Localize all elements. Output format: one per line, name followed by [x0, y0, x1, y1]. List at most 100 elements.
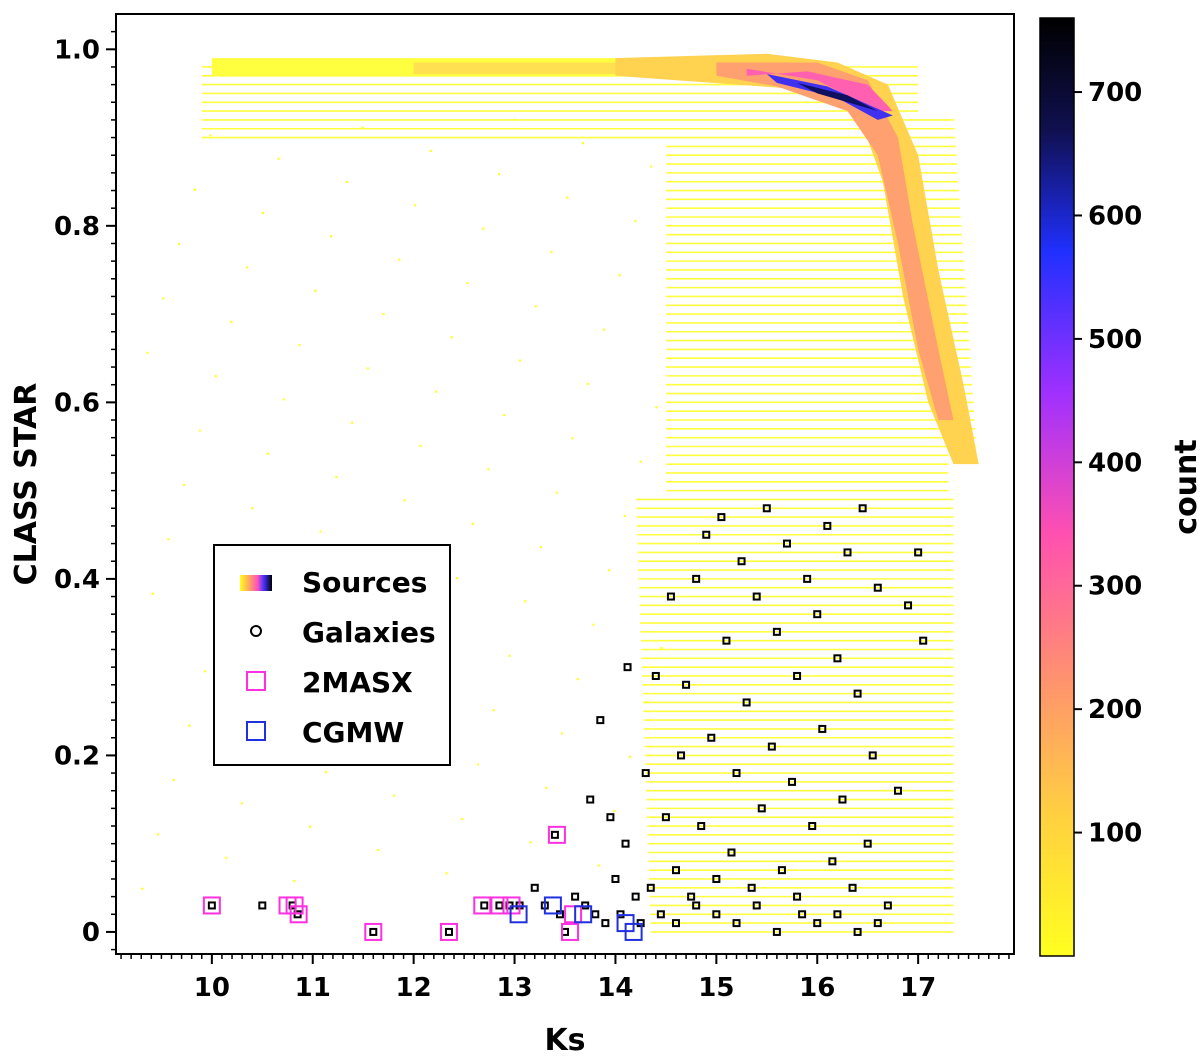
- galaxy-point: [606, 813, 615, 822]
- galaxy-point: [863, 839, 872, 848]
- galaxy-point: [586, 795, 595, 804]
- legend-twomasx-marker: [246, 671, 266, 691]
- galaxy-point: [621, 839, 630, 848]
- source-density-dot: [209, 134, 212, 137]
- source-band-peak: [766, 74, 893, 120]
- galaxy-point: [813, 919, 822, 928]
- galaxy-point: [752, 901, 761, 910]
- galaxy-point: [707, 733, 716, 742]
- galaxy-point: [687, 892, 696, 901]
- source-density-dot: [639, 460, 642, 463]
- y-axis-label: CLASS STAR: [9, 383, 44, 586]
- source-density-dot: [513, 118, 516, 121]
- galaxy-point: [798, 910, 807, 919]
- galaxy-point: [772, 627, 781, 636]
- source-density-dot: [230, 320, 233, 323]
- source-density-dot: [550, 250, 553, 253]
- source-density-dot: [156, 833, 159, 836]
- galaxy-point: [682, 680, 691, 689]
- y-tick-label: 0.8: [54, 212, 100, 242]
- x-axis: 10 11 12 13 14 15 16 17: [120, 954, 1010, 1003]
- colorbar-ticks: 100 200 300 400 500 600 700: [1074, 78, 1142, 849]
- source-density-dot: [529, 841, 532, 844]
- source-density-dot: [597, 864, 600, 867]
- source-density-dot: [450, 336, 453, 339]
- galaxy-point: [762, 504, 771, 513]
- galaxy-point: [623, 663, 632, 672]
- galaxy-point: [444, 927, 453, 936]
- source-density-dot: [650, 165, 653, 168]
- legend-galaxies-marker: [250, 625, 262, 637]
- galaxy-point: [818, 724, 827, 733]
- twomasx-point: [564, 905, 583, 924]
- galaxy-point: [207, 901, 216, 910]
- galaxy-point: [853, 689, 862, 698]
- source-density-dot: [193, 188, 196, 191]
- source-density-dot: [309, 825, 312, 828]
- source-density-dot: [267, 452, 270, 455]
- source-density-dot: [644, 701, 647, 704]
- source-density-dot: [246, 266, 249, 269]
- galaxy-point: [661, 813, 670, 822]
- galaxy-point: [480, 901, 489, 910]
- source-density-dot: [382, 313, 385, 316]
- galaxy-point: [656, 910, 665, 919]
- galaxy-point: [904, 601, 913, 610]
- galaxy-point: [782, 539, 791, 548]
- galaxy-point: [631, 892, 640, 901]
- colorbar-tick-label: 100: [1088, 819, 1142, 849]
- source-density-dot: [429, 149, 432, 152]
- source-density-dot: [524, 600, 527, 603]
- galaxy-point: [914, 548, 923, 557]
- source-density-dot: [403, 499, 406, 502]
- source-density-dot: [576, 678, 579, 681]
- twomasx-points: [202, 825, 583, 941]
- galaxy-point: [671, 866, 680, 875]
- source-density-dot: [345, 180, 348, 183]
- x-tick-label: 11: [295, 973, 331, 1003]
- twomasx-point: [547, 825, 566, 844]
- galaxy-point: [838, 795, 847, 804]
- source-density-dot: [293, 880, 296, 883]
- legend-galaxies-label: Galaxies: [302, 616, 436, 649]
- source-density-dot: [188, 724, 191, 727]
- legend: Sources Galaxies 2MASX CGMW: [213, 544, 451, 766]
- twomasx-point: [561, 922, 580, 941]
- x-tick-label: 15: [698, 973, 734, 1003]
- galaxy-point: [591, 910, 600, 919]
- galaxy-point: [742, 698, 751, 707]
- galaxy-point: [873, 583, 882, 592]
- galaxy-point: [495, 901, 504, 910]
- legend-cgmw-marker: [246, 721, 266, 741]
- source-density-dot: [592, 623, 595, 626]
- source-density-dot: [634, 219, 637, 222]
- galaxy-point: [767, 742, 776, 751]
- source-density-dot: [629, 755, 632, 758]
- legend-sources-label: Sources: [302, 566, 427, 599]
- legend-cgmw-label: CGMW: [302, 716, 404, 749]
- galaxy-point: [550, 830, 559, 839]
- source-density-dot: [393, 794, 396, 797]
- source-density-dot: [466, 281, 469, 284]
- x-axis-label: Ks: [544, 1023, 585, 1058]
- cgmw-points: [509, 896, 643, 941]
- x-tick-label: 12: [396, 973, 432, 1003]
- source-density-dot: [277, 157, 280, 160]
- twomasx-point: [473, 896, 492, 915]
- y-tick-label: 0.2: [54, 741, 100, 771]
- source-density-dot: [492, 709, 495, 712]
- colorbar-tick-label: 600: [1088, 201, 1142, 231]
- source-density-dot: [560, 732, 563, 735]
- galaxy-point: [651, 671, 660, 680]
- source-density-dot: [613, 810, 616, 813]
- source-density-dot: [172, 779, 175, 782]
- galaxy-point: [883, 901, 892, 910]
- y-tick-label: 0.6: [54, 388, 100, 418]
- galaxy-point: [722, 636, 731, 645]
- colorbar-tick-label: 200: [1088, 695, 1142, 725]
- galaxy-point: [692, 574, 701, 583]
- source-density-dot: [471, 522, 474, 525]
- source-density-dot: [566, 196, 569, 199]
- source-density-dot: [508, 654, 511, 657]
